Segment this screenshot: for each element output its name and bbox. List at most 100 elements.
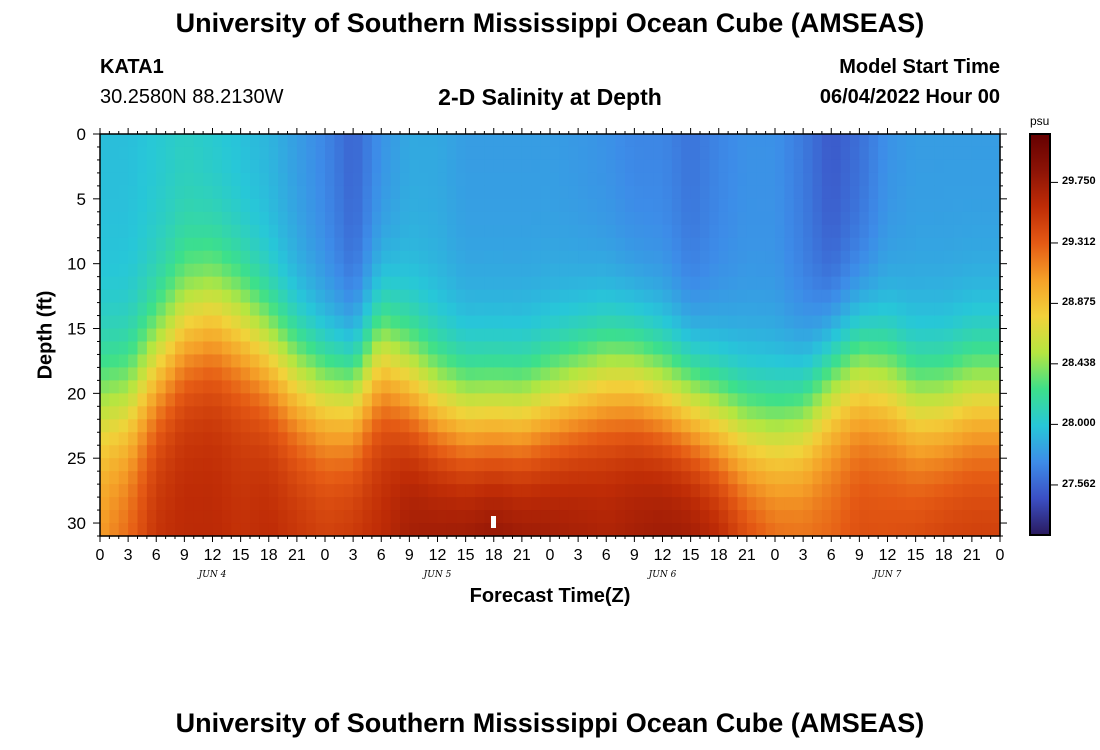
heatmap-cell <box>465 471 476 485</box>
heatmap-cell <box>953 445 964 459</box>
heatmap-cell <box>371 328 382 343</box>
heatmap-cell <box>953 328 964 343</box>
heatmap-cell <box>540 458 551 472</box>
heatmap-cell <box>400 224 410 239</box>
heatmap-cell <box>746 250 757 265</box>
heatmap-cell <box>212 315 223 330</box>
heatmap-cell <box>484 523 495 537</box>
heatmap-cell <box>137 237 148 252</box>
heatmap-cell <box>953 341 964 356</box>
heatmap-cell <box>559 289 570 304</box>
heatmap-cell <box>184 497 195 511</box>
heatmap-cell <box>709 146 720 161</box>
heatmap-cell <box>118 224 129 239</box>
heatmap-cell <box>550 367 560 381</box>
heatmap-cell <box>362 419 373 433</box>
heatmap-cell <box>953 523 964 537</box>
heatmap-cell <box>250 159 260 174</box>
heatmap-cell <box>446 315 457 330</box>
heatmap-cell <box>334 367 345 381</box>
heatmap-cell <box>737 471 748 485</box>
heatmap-cell <box>568 367 579 381</box>
heatmap-cell <box>896 224 907 239</box>
heatmap-cell <box>146 419 157 433</box>
heatmap-cell <box>475 263 485 278</box>
heatmap-cell <box>240 484 251 498</box>
heatmap-cell <box>718 432 729 446</box>
heatmap-cell <box>821 237 832 252</box>
heatmap-cell <box>775 497 785 511</box>
heatmap-cell <box>306 302 317 317</box>
heatmap-cell <box>456 159 467 174</box>
y-tick-label: 30 <box>67 514 86 533</box>
heatmap-cell <box>540 328 551 343</box>
heatmap-cell <box>493 510 504 524</box>
heatmap-cell <box>943 328 954 343</box>
heatmap-cell <box>165 276 176 291</box>
heatmap-cell <box>887 328 898 343</box>
heatmap-cell <box>315 523 326 537</box>
heatmap-cell <box>662 471 673 485</box>
heatmap-cell <box>128 263 139 278</box>
heatmap-cell <box>437 172 448 187</box>
colorbar-tick-label: 28.875 <box>1062 296 1096 309</box>
heatmap-cell <box>803 497 814 511</box>
heatmap-cell <box>456 419 467 433</box>
heatmap-cell <box>943 458 954 472</box>
heatmap-cell <box>756 172 767 187</box>
heatmap-cell <box>990 419 1001 433</box>
heatmap-cell <box>446 458 457 472</box>
heatmap-cell <box>306 172 317 187</box>
heatmap-cell <box>418 432 429 446</box>
heatmap-cell <box>409 198 420 213</box>
heatmap-cell <box>746 185 757 200</box>
heatmap-cell <box>859 484 870 498</box>
heatmap-cell <box>306 276 317 291</box>
heatmap-cell <box>512 380 523 394</box>
heatmap-cell <box>512 263 523 278</box>
heatmap-cell <box>493 250 504 265</box>
heatmap-cell <box>596 523 607 537</box>
heatmap-cell <box>606 224 617 239</box>
heatmap-cell <box>812 159 823 174</box>
heatmap-cell <box>821 445 832 459</box>
heatmap-cell <box>615 263 626 278</box>
heatmap-cell <box>718 276 729 291</box>
heatmap-cell <box>484 276 495 291</box>
heatmap-cell <box>465 146 476 161</box>
heatmap-cell <box>896 263 907 278</box>
heatmap-cell <box>259 432 270 446</box>
heatmap-cell <box>803 250 814 265</box>
heatmap-cell <box>653 211 664 226</box>
heatmap-cell <box>456 393 467 407</box>
heatmap-cell <box>418 380 429 394</box>
heatmap-cell <box>915 159 926 174</box>
heatmap-cell <box>840 484 851 498</box>
heatmap-cell <box>962 250 973 265</box>
heatmap-cell <box>559 406 570 420</box>
heatmap-cell <box>953 134 964 148</box>
heatmap-cell <box>962 393 973 407</box>
heatmap-cell <box>784 289 795 304</box>
heatmap-cell <box>109 510 120 524</box>
heatmap-cell <box>146 198 157 213</box>
heatmap-cell <box>606 172 617 187</box>
heatmap-cell <box>775 263 785 278</box>
heatmap-cell <box>962 406 973 420</box>
heatmap-cell <box>578 134 589 148</box>
heatmap-cell <box>587 380 598 394</box>
heatmap-cell <box>221 134 232 148</box>
heatmap-cell <box>484 198 495 213</box>
heatmap-cell <box>540 354 551 369</box>
heatmap-cell <box>887 302 898 317</box>
heatmap-cell <box>971 510 982 524</box>
heatmap-cell <box>859 146 870 161</box>
heatmap-cell <box>465 224 476 239</box>
heatmap-cell <box>934 211 945 226</box>
heatmap-cell <box>137 393 148 407</box>
heatmap-cell <box>175 198 185 213</box>
heatmap-cell <box>850 523 860 537</box>
heatmap-cell <box>287 497 298 511</box>
heatmap-cell <box>503 159 514 174</box>
heatmap-cell <box>943 484 954 498</box>
